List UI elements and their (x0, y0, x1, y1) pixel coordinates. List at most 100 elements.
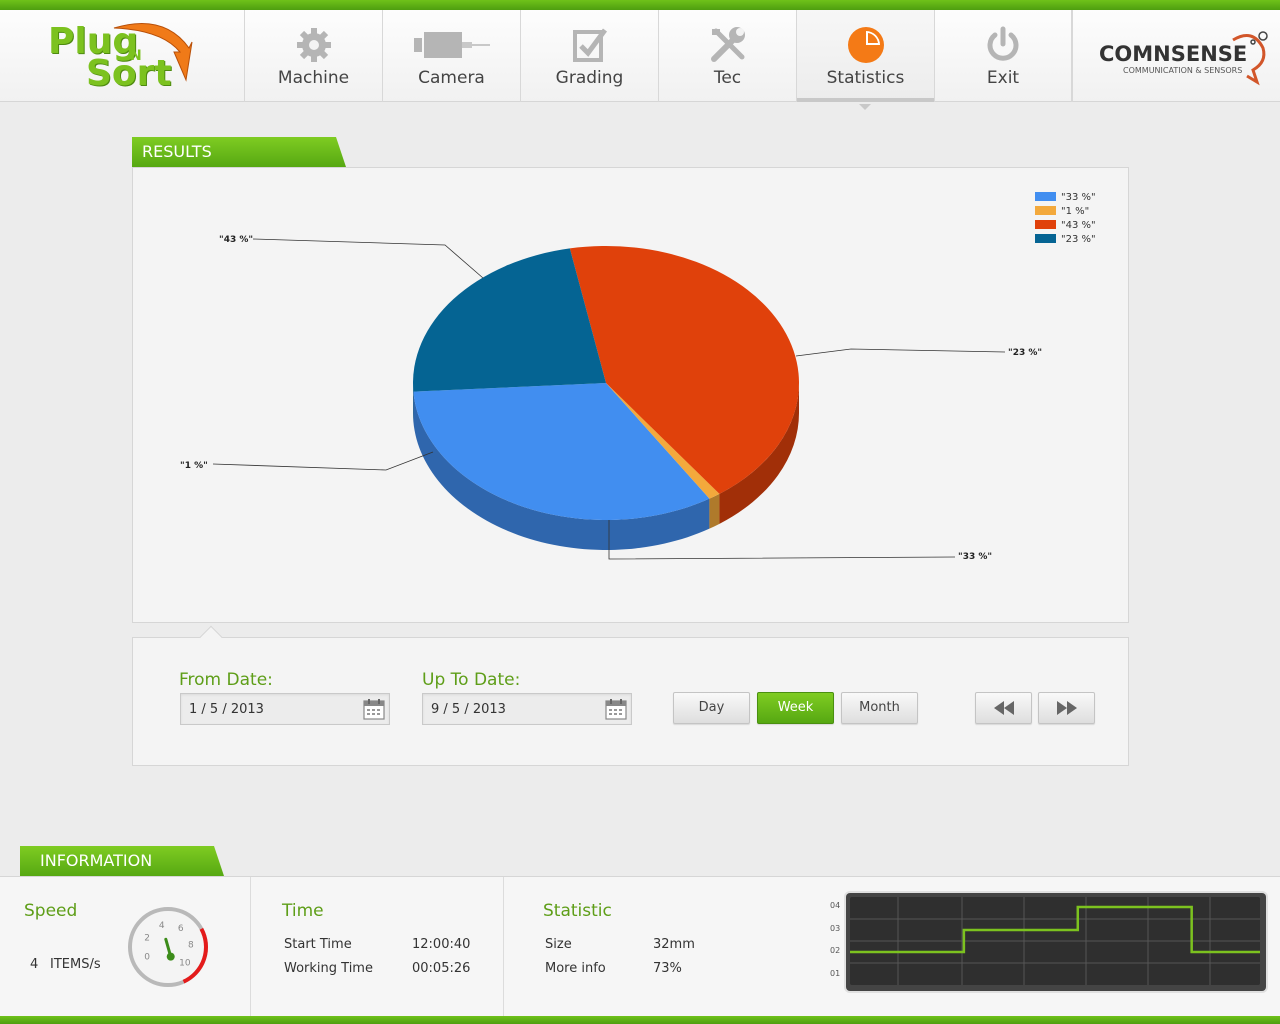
nav-item-machine[interactable]: Machine (244, 10, 382, 102)
gauge-tick-label: 4 (159, 921, 165, 931)
legend-label: "43 %" (1061, 220, 1096, 231)
information-tab: INFORMATION (20, 846, 224, 876)
pie-chart-icon (797, 26, 934, 64)
pie-slice-3[interactable] (569, 246, 799, 494)
pie-leader-line (608, 520, 956, 560)
legend-label: "23 %" (1061, 234, 1096, 245)
pie-data-label: "23 %" (1008, 348, 1042, 358)
calendar-icon[interactable] (605, 698, 627, 720)
mini-chart-y-tick: 01 (830, 969, 841, 978)
to-date-label: Up To Date: (422, 670, 521, 690)
statistic-section: Statistic Size 32mm More info 73% (504, 877, 824, 1017)
pie-slice-4[interactable] (413, 248, 606, 392)
pie-slice-side (413, 391, 710, 550)
start-time-value: 12:00:40 (412, 937, 471, 952)
partner-brand: COMNSENSE (1099, 42, 1248, 66)
legend-label: "33 %" (1061, 192, 1096, 203)
mini-chart-plot (850, 897, 1260, 985)
working-time-value: 00:05:26 (412, 961, 471, 976)
from-date-label: From Date: (179, 670, 273, 690)
time-title: Time (282, 901, 324, 921)
pie-leader-line (795, 348, 1006, 357)
legend-swatch (1035, 206, 1056, 215)
working-time-label: Working Time (284, 961, 373, 976)
speed-section: Speed 4 ITEMS/s 0 2 4 6 8 10 (0, 877, 251, 1017)
gauge-tick-label: 0 (144, 953, 150, 963)
pie-leader-line (252, 238, 484, 279)
nav-item-camera[interactable]: Camera (382, 10, 520, 102)
nav-item-grading[interactable]: Grading (520, 10, 658, 102)
legend-swatch (1035, 234, 1056, 243)
nav-item-tec[interactable]: Tec (658, 10, 796, 102)
pie-slice-side (719, 383, 799, 524)
nav-label: Statistics (826, 68, 905, 88)
rewind-button[interactable] (975, 692, 1032, 724)
mini-chart-line (850, 905, 1260, 954)
nav-label: Grading (555, 68, 624, 88)
legend-swatch (1035, 192, 1056, 201)
speed-gauge: 0 24 68 10 (128, 907, 208, 987)
week-button[interactable]: Week (757, 692, 834, 724)
pie-slice-1[interactable] (413, 383, 710, 520)
partner-tagline: COMMUNICATION & SENSORS (1123, 66, 1243, 75)
results-panel: "33 %" "1 %" "43 %" "23 %" "33 %" "1 %" "43 %"… (132, 167, 1129, 623)
pie-slice-2[interactable] (606, 383, 720, 499)
comnsense-mark-icon (1232, 31, 1268, 86)
to-date-field[interactable] (422, 693, 632, 725)
gauge-tick-label: 6 (178, 924, 184, 934)
nav-item-statistics[interactable]: Statistics (796, 10, 934, 110)
header: Plug N Sort Machin (0, 10, 1280, 110)
logo-text-sort: Sort (86, 53, 172, 94)
rewind-icon (993, 701, 1014, 715)
nav-label: Exit (986, 68, 1020, 88)
bottom-accent-bar (0, 1016, 1280, 1024)
legend-label: "1 %" (1061, 206, 1089, 217)
more-info-label[interactable]: More info (545, 961, 606, 976)
time-section: Time Start Time 12:00:40 Working Time 00… (251, 877, 504, 1017)
nav-label: Tec (713, 68, 742, 88)
speed-unit: ITEMS/s (50, 957, 101, 972)
results-tab: RESULTS (132, 137, 346, 167)
start-time-label: Start Time (284, 937, 352, 952)
from-date-input[interactable] (189, 694, 349, 724)
from-date-field[interactable] (180, 693, 390, 725)
gauge-tick-label: 8 (188, 940, 194, 950)
mini-chart-y-tick: 03 (830, 924, 841, 933)
pie-leader-line (212, 451, 434, 471)
nav-item-exit[interactable]: Exit (934, 10, 1072, 102)
pie-data-label: "43 %" (219, 235, 253, 245)
logo-text-plug: Plug (48, 21, 139, 62)
statistic-title: Statistic (543, 901, 612, 921)
nav-label: Machine (277, 68, 350, 88)
logo-swoosh-icon (113, 23, 193, 82)
panel-notch (199, 625, 223, 649)
checkbox-icon (521, 26, 658, 64)
pie-data-label: "33 %" (958, 552, 992, 562)
fast-forward-icon (1056, 701, 1077, 715)
comnsense-logo: COMNSENSE COMMUNICATION & SENSORS (1072, 10, 1280, 102)
more-info-value: 73% (653, 961, 682, 976)
day-button[interactable]: Day (673, 692, 750, 724)
speed-value: 4 (30, 957, 39, 972)
to-date-input[interactable] (431, 694, 591, 724)
mini-chart-y-tick: 02 (830, 946, 841, 955)
speed-title: Speed (24, 901, 78, 921)
camera-icon (383, 26, 520, 64)
information-panel: Speed 4 ITEMS/s 0 2 4 6 8 10 Time Start Time … (0, 876, 1280, 1017)
legend-swatch (1035, 220, 1056, 229)
gauge-tick-label: 2 (144, 933, 150, 943)
calendar-icon[interactable] (363, 698, 385, 720)
nav-label: Camera (418, 68, 485, 88)
plugnsort-logo: Plug N Sort (44, 18, 194, 98)
month-button[interactable]: Month (841, 692, 918, 724)
date-filter-panel: From Date: Up To Date: Day Week Month (132, 625, 1129, 766)
pie-data-label: "1 %" (180, 461, 208, 471)
size-value: 32mm (653, 937, 695, 952)
pie-slice-side (709, 493, 720, 529)
fast-forward-button[interactable] (1038, 692, 1095, 724)
gear-icon (245, 26, 382, 64)
gauge-red-zone (182, 927, 208, 984)
top-accent-bar (0, 0, 1280, 10)
gauge-hub (166, 952, 175, 961)
mini-chart-y-tick: 04 (830, 901, 841, 910)
